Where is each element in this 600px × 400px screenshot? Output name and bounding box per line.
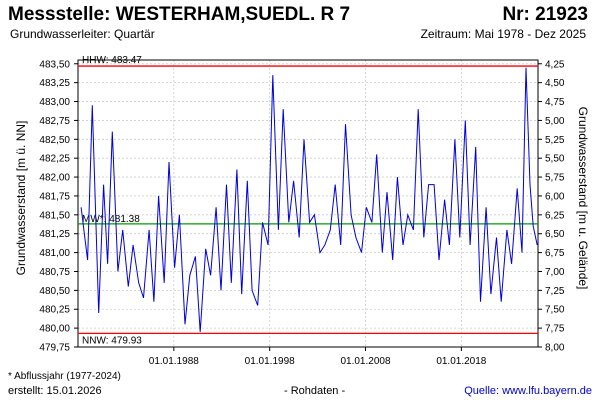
- raw-data-label: - Rohdaten -: [284, 385, 346, 397]
- reference-label: NNW: 479.93: [82, 335, 142, 346]
- y-tick-label: 480,50: [39, 286, 70, 297]
- y2-tick-label: 5,75: [545, 173, 565, 184]
- source-link[interactable]: Quelle: www.lfu.bayern.de: [464, 385, 592, 397]
- y-tick-label: 482,25: [39, 154, 70, 165]
- y2-tick-label: 8,00: [545, 343, 565, 354]
- y-tick-label: 482,75: [39, 116, 70, 127]
- y2-tick-label: 6,50: [545, 229, 565, 240]
- y-tick-label: 480,75: [39, 267, 70, 278]
- station-title: Messstelle: WESTERHAM,SUEDL. R 7: [8, 4, 351, 25]
- y-tick-label: 481,25: [39, 229, 70, 240]
- y2-tick-label: 6,00: [545, 191, 565, 202]
- y2-tick-label: 6,75: [545, 248, 565, 259]
- plot-frame: [77, 59, 539, 348]
- y2-tick-label: 5,50: [545, 154, 565, 165]
- x-tick-label: 01.01.2008: [340, 356, 390, 367]
- footnote: * Abflussjahr (1977-2024): [8, 371, 121, 382]
- aquifer-label: Grundwasserleiter: Quartär: [10, 27, 155, 41]
- reference-label: HHW: 483.47: [82, 55, 142, 66]
- y-axis-right-ticks: 8,00 7,75 7,50 7,25 7,00 6,75 6,50 6,25 6,00 5,75…: [538, 59, 565, 354]
- x-tick-label: 01.01.1988: [149, 356, 199, 367]
- y2-tick-label: 7,25: [545, 286, 565, 297]
- y2-tick-label: 7,50: [545, 305, 565, 316]
- y2-tick-label: 7,75: [545, 324, 565, 335]
- reference-lines: HHW: 483.47 MW*: 481.38 NNW: 479.93: [78, 55, 538, 346]
- y-tick-label: 483,25: [39, 78, 70, 89]
- series-line-groundwater: [80, 67, 538, 332]
- y-tick-label: 480,00: [39, 324, 70, 335]
- created-date: erstellt: 15.01.2026: [8, 385, 102, 397]
- y2-tick-label: 7,00: [545, 267, 565, 278]
- y-axis-left-label: Grundwasserstand [m ü. NN]: [14, 121, 28, 276]
- period-label: Zeitraum: Mai 1978 - Dez 2025: [420, 27, 586, 41]
- y-tick-label: 479,75: [39, 343, 70, 354]
- x-axis-ticks: 01.01.1988 01.01.1998 01.01.2008 01.01.2018: [149, 347, 487, 367]
- y-tick-label: 483,00: [39, 97, 70, 108]
- y2-tick-label: 6,25: [545, 210, 565, 221]
- x-tick-label: 01.01.1998: [245, 356, 295, 367]
- y-tick-label: 481,75: [39, 191, 70, 202]
- x-tick-label: 01.01.2018: [436, 356, 486, 367]
- y-axis-right-label: Grundwasserstand [m u. Gelände]: [576, 107, 590, 290]
- y-tick-label: 482,50: [39, 135, 70, 146]
- y-tick-label: 480,25: [39, 305, 70, 316]
- y2-tick-label: 5,00: [545, 116, 565, 127]
- y-tick-label: 481,50: [39, 210, 70, 221]
- y-axis-left-ticks: 479,75 480,00 480,25 480,50 480,75 481,00 481,…: [39, 59, 78, 354]
- y2-tick-label: 4,25: [545, 59, 565, 70]
- y2-tick-label: 4,75: [545, 97, 565, 108]
- y2-tick-label: 5,25: [545, 135, 565, 146]
- reference-label: MW*: 481.38: [82, 214, 140, 225]
- y-tick-label: 481,00: [39, 248, 70, 259]
- y-tick-label: 483,50: [39, 59, 70, 70]
- y-tick-label: 482,00: [39, 173, 70, 184]
- station-number: Nr: 21923: [502, 4, 588, 25]
- y2-tick-label: 4,50: [545, 78, 565, 89]
